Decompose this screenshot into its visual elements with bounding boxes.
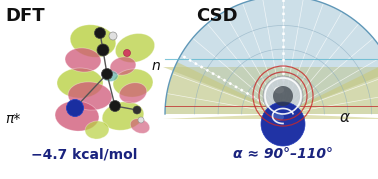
Wedge shape [283, 62, 378, 114]
Text: DFT: DFT [5, 7, 45, 25]
Wedge shape [165, 0, 378, 114]
Text: −4.7 kcal/mol: −4.7 kcal/mol [31, 147, 137, 161]
Ellipse shape [68, 82, 112, 110]
Circle shape [97, 44, 109, 56]
FancyBboxPatch shape [163, 67, 378, 119]
Text: n: n [152, 59, 161, 73]
Ellipse shape [65, 48, 101, 72]
Ellipse shape [115, 33, 155, 62]
Polygon shape [283, 67, 378, 119]
Text: CSD: CSD [196, 7, 238, 25]
Wedge shape [165, 62, 283, 114]
Ellipse shape [70, 25, 116, 57]
Ellipse shape [110, 57, 136, 75]
Ellipse shape [85, 121, 109, 139]
Circle shape [273, 86, 293, 106]
Wedge shape [165, 0, 378, 114]
Ellipse shape [130, 118, 150, 133]
Ellipse shape [119, 83, 147, 103]
Ellipse shape [272, 113, 284, 121]
Text: α ≈ 90°–110°: α ≈ 90°–110° [233, 147, 333, 161]
Circle shape [263, 76, 303, 116]
Ellipse shape [113, 69, 153, 97]
Circle shape [261, 102, 305, 146]
Polygon shape [163, 67, 283, 119]
Circle shape [133, 106, 141, 114]
Ellipse shape [102, 102, 144, 130]
Ellipse shape [102, 71, 118, 81]
Circle shape [110, 100, 121, 112]
Ellipse shape [57, 68, 103, 98]
Circle shape [138, 117, 144, 123]
Circle shape [124, 50, 130, 57]
Circle shape [94, 28, 105, 38]
Text: π*: π* [5, 112, 20, 126]
Ellipse shape [55, 101, 99, 131]
Circle shape [109, 32, 117, 40]
Circle shape [102, 69, 113, 79]
Text: α: α [340, 110, 350, 125]
Circle shape [67, 100, 84, 117]
Ellipse shape [274, 86, 284, 93]
